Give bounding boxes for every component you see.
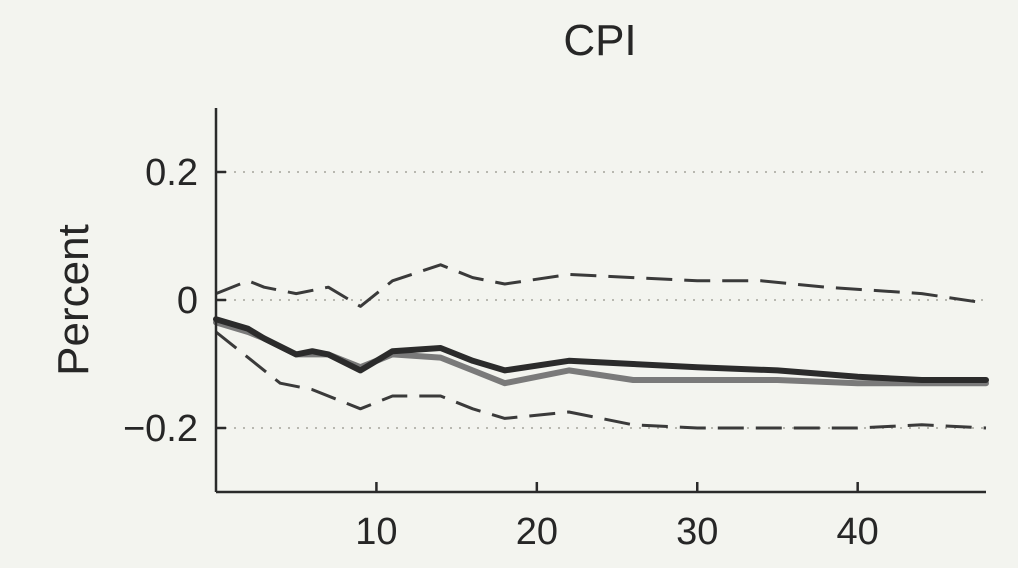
y-axis-label: Percent	[49, 224, 98, 376]
x-tick-label: 10	[355, 511, 397, 553]
x-tick-label: 40	[837, 511, 879, 553]
y-tick-label: 0	[177, 280, 198, 322]
series-lines	[213, 263, 989, 430]
gridlines	[216, 171, 986, 429]
axis-ticks: −0.2 0 0.2 10 20 30 40	[123, 152, 879, 553]
confidence-band-line	[215, 330, 987, 430]
confidence-band-line	[215, 263, 987, 308]
y-tick-label: −0.2	[123, 408, 198, 450]
response-line	[213, 316, 989, 383]
chart-title: CPI	[563, 16, 636, 65]
x-tick-label: 30	[676, 511, 718, 553]
x-tick-label: 20	[516, 511, 558, 553]
y-tick-label: 0.2	[145, 152, 198, 194]
